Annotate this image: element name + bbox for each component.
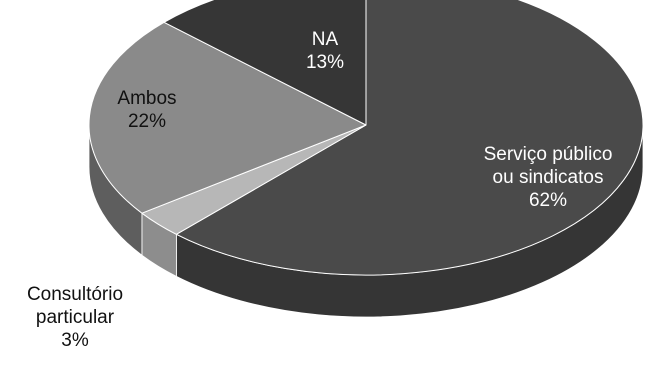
slice-label-line: NA — [312, 29, 339, 50]
slice-label-line: Serviço público — [484, 144, 613, 165]
pie-top — [88, 0, 644, 276]
slice-label-line: ou sindicatos — [493, 167, 604, 188]
slice-percent: 13% — [306, 52, 344, 73]
slice-percent: 3% — [61, 330, 89, 351]
slice-label-line: particular — [36, 307, 115, 328]
slice-label-servico-publico-ou-sindicatos: Serviço público ou sindicatos 62% — [484, 144, 613, 211]
slice-label-line: Ambos — [117, 88, 176, 109]
slice-percent: 22% — [128, 111, 166, 132]
slice-label-ambos: Ambos 22% — [117, 88, 176, 132]
pie-slice-ambos — [88, 21, 367, 214]
pie-slice-na — [163, 0, 367, 126]
pie-slice-servico-publico-ou-sindicatos — [175, 0, 644, 276]
slice-label-consultorio-particular: Consultório particular 3% — [27, 284, 123, 351]
pie-labels: Serviço público ou sindicatos 62% Consultór… — [27, 29, 612, 351]
slice-label-line: Consultório — [27, 284, 123, 305]
slice-label-na: NA 13% — [306, 29, 344, 73]
slice-percent: 62% — [529, 190, 567, 211]
